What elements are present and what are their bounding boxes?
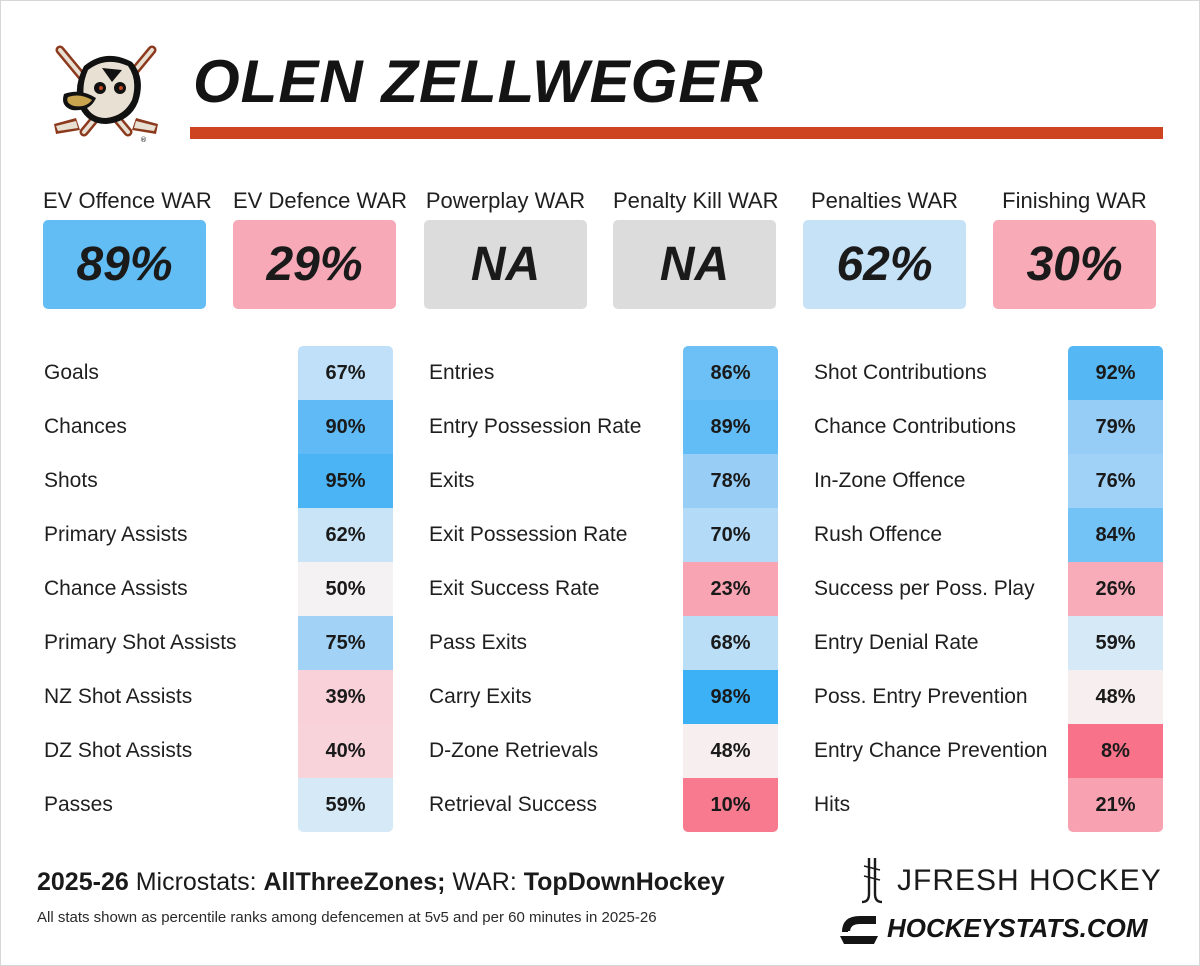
microstats-source: AllThreeZones; (263, 868, 446, 896)
war-penalty-kill: Penalty Kill WAR NA (613, 186, 779, 309)
stat-value: 89% (683, 400, 778, 454)
stat-value: 39% (298, 670, 393, 724)
stat-value: 70% (683, 508, 778, 562)
stat-value: 23% (683, 562, 778, 616)
stat-label: Carry Exits (429, 685, 532, 708)
stat-label: NZ Shot Assists (44, 685, 193, 708)
war-value: 29% (233, 220, 396, 309)
stat-label: Rush Offence (814, 523, 943, 546)
war-value: 89% (43, 220, 206, 309)
war-penalties: Penalties WAR 62% (803, 186, 966, 309)
war-label: Finishing WAR (1002, 188, 1147, 213)
svg-text:®: ® (140, 136, 147, 144)
title-underline (190, 127, 1163, 139)
war-finishing: Finishing WAR 30% (993, 186, 1156, 309)
hockeystats-logo-icon (840, 916, 878, 944)
stat-value: 95% (298, 454, 393, 508)
stat-value: 67% (298, 346, 393, 400)
war-source: TopDownHockey (523, 868, 725, 896)
stat-value-column: 92% 79% 76% 84% 26% 59% 48% 8% 21% (1068, 346, 1163, 832)
stat-value: 62% (298, 508, 393, 562)
stat-label: Exit Success Rate (429, 577, 600, 600)
stat-label: D-Zone Retrievals (429, 739, 599, 762)
stat-value: 92% (1068, 346, 1163, 400)
stat-label: Poss. Entry Prevention (814, 685, 1028, 708)
stat-value: 48% (1068, 670, 1163, 724)
stat-label: Pass Exits (429, 631, 528, 654)
stat-label: Chance Assists (44, 577, 188, 600)
stat-label: Exits (429, 469, 475, 492)
stat-label: Goals (44, 361, 99, 384)
war-powerplay: Powerplay WAR NA (424, 186, 587, 309)
war-value: 30% (993, 220, 1156, 309)
stat-value: 48% (683, 724, 778, 778)
stat-value: 26% (1068, 562, 1163, 616)
stat-label: Shots (44, 469, 98, 492)
stat-value: 50% (298, 562, 393, 616)
stat-label: Entry Denial Rate (814, 631, 979, 654)
war-label: EV Defence WAR (233, 188, 408, 213)
stat-value: 98% (683, 670, 778, 724)
war-label: Powerplay WAR (425, 188, 586, 213)
stat-value: 21% (1068, 778, 1163, 832)
stat-label: Entry Possession Rate (429, 415, 642, 438)
stat-label: Chance Contributions (814, 415, 1016, 438)
war-label: Penalty Kill WAR (613, 188, 779, 213)
stat-value: 75% (298, 616, 393, 670)
brand-hockeystats: HOCKEYSTATS.COM (887, 913, 1148, 943)
stat-value: 90% (298, 400, 393, 454)
data-source-line: 2025-26 Microstats: AllThreeZones; WAR: … (37, 868, 725, 897)
stat-value-column: 86% 89% 78% 70% 23% 68% 98% 48% 10% (683, 346, 778, 832)
stat-label: Success per Poss. Play (814, 577, 1035, 600)
war-label: Penalties WAR (810, 188, 959, 213)
stat-label: Shot Contributions (814, 361, 987, 384)
stat-label: Entries (429, 361, 495, 384)
stat-label: Retrieval Success (429, 793, 598, 816)
stat-value: 59% (298, 778, 393, 832)
stat-label: DZ Shot Assists (44, 739, 193, 762)
stat-label: Hits (814, 793, 851, 816)
ducks-logo-icon: ® (54, 45, 158, 144)
stat-label: In-Zone Offence (814, 469, 966, 492)
war-label: WAR: (445, 868, 524, 896)
stat-value-column: 67% 90% 95% 62% 50% 75% 39% 40% 59% (298, 346, 393, 832)
season: 2025-26 (37, 868, 129, 896)
stat-value: 40% (298, 724, 393, 778)
stat-value: 79% (1068, 400, 1163, 454)
stat-label: Entry Chance Prevention (814, 739, 1048, 762)
stat-value: 59% (1068, 616, 1163, 670)
microstats-label: Microstats: (128, 868, 264, 896)
stat-label: Exit Possession Rate (429, 523, 628, 546)
player-name: OLEN ZELLWEGER (193, 48, 764, 115)
stat-value: 68% (683, 616, 778, 670)
stat-value: 78% (683, 454, 778, 508)
war-ev-offence: EV Offence WAR 89% (43, 186, 212, 309)
war-value: NA (424, 220, 587, 309)
stat-value: 86% (683, 346, 778, 400)
war-value: 62% (803, 220, 966, 309)
stat-value: 10% (683, 778, 778, 832)
war-label: EV Offence WAR (43, 188, 212, 213)
footnote: All stats shown as percentile ranks amon… (37, 909, 657, 926)
brand-jfresh: JFRESH HOCKEY (897, 864, 1162, 897)
stat-value: 76% (1068, 454, 1163, 508)
stat-value: 84% (1068, 508, 1163, 562)
hockey-stick-icon (861, 858, 883, 904)
stat-label: Primary Assists (44, 523, 188, 546)
stat-label: Chances (44, 415, 127, 438)
stat-label: Primary Shot Assists (44, 631, 237, 654)
stat-label: Passes (44, 793, 113, 816)
war-value: NA (613, 220, 776, 309)
stat-value: 8% (1068, 724, 1163, 778)
war-ev-defence: EV Defence WAR 29% (233, 186, 408, 309)
